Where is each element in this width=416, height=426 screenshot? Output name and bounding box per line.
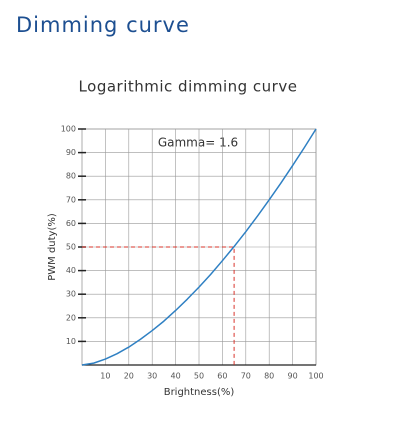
y-tick-label: 40	[66, 266, 76, 275]
x-tick-label: 10	[100, 372, 110, 381]
x-tick-label: 60	[217, 372, 227, 381]
y-tick-label: 60	[66, 219, 76, 228]
y-tick-label: 10	[66, 337, 76, 346]
y-axis-label: PWM duty(%)	[47, 213, 58, 281]
series-line	[81, 128, 317, 366]
x-axis-label: Brightness(%)	[164, 387, 235, 398]
x-tick-label: 50	[194, 372, 204, 381]
page-title: Dimming curve	[16, 13, 190, 37]
chart-title: Logarithmic dimming curve	[79, 78, 298, 96]
guide-line	[82, 246, 235, 365]
x-tick-label: 90	[288, 372, 298, 381]
x-tick-label: 20	[124, 372, 134, 381]
x-tick-label: 30	[147, 372, 157, 381]
x-tick-label: 70	[241, 372, 251, 381]
x-tick-label: 40	[171, 372, 181, 381]
x-tick-label: 100	[308, 372, 323, 381]
y-tick-label: 50	[66, 243, 76, 252]
y-tick-label: 80	[66, 172, 76, 181]
y-tick-label: 70	[66, 195, 76, 204]
y-tick-label: 20	[66, 313, 76, 322]
y-tick-label: 90	[66, 148, 76, 157]
y-tick-label: 30	[66, 290, 76, 299]
annotation: Gamma= 1.6	[158, 136, 238, 150]
x-tick-label: 80	[264, 372, 274, 381]
y-tick-label: 100	[61, 125, 76, 134]
